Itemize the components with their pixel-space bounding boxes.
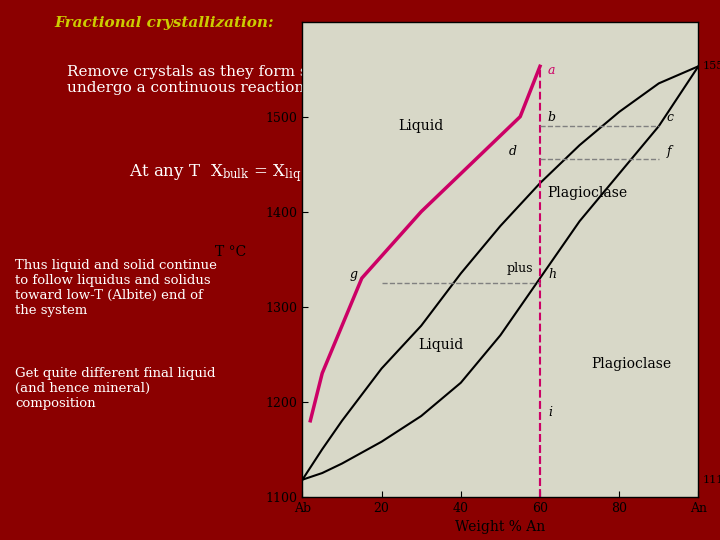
Text: b: b: [548, 111, 556, 124]
Text: c: c: [667, 111, 674, 124]
Text: At any T  $\mathregular{X_{bulk}}$ = $\mathregular{X_{liq}}$ due to the removal : At any T $\mathregular{X_{bulk}}$ = $\ma…: [130, 161, 590, 184]
Text: Remove crystals as they form so they can’t
undergo a continuous reaction with th: Remove crystals as they form so they can…: [66, 65, 412, 95]
Text: Plagioclase: Plagioclase: [591, 357, 671, 371]
Text: 1118: 1118: [702, 475, 720, 485]
Text: d: d: [508, 145, 516, 158]
X-axis label: Weight % An: Weight % An: [455, 520, 546, 534]
Text: Liquid: Liquid: [418, 338, 464, 352]
Text: Thus liquid and solid continue
to follow liquidus and solidus
toward low-T (Albi: Thus liquid and solid continue to follow…: [15, 259, 217, 317]
Text: Fractional crystallization:: Fractional crystallization:: [55, 16, 274, 30]
Text: h: h: [548, 268, 556, 281]
Text: Liquid: Liquid: [399, 119, 444, 133]
Text: a: a: [548, 64, 555, 77]
Text: Plagioclase: Plagioclase: [547, 186, 628, 200]
Text: i: i: [548, 406, 552, 419]
Text: g: g: [350, 268, 358, 281]
Text: 1553: 1553: [702, 61, 720, 71]
Text: plus: plus: [507, 262, 534, 275]
Text: f: f: [667, 145, 671, 158]
Text: Get quite different final liquid
(and hence mineral)
composition: Get quite different final liquid (and he…: [15, 367, 215, 410]
Y-axis label: T °C: T °C: [215, 245, 246, 259]
